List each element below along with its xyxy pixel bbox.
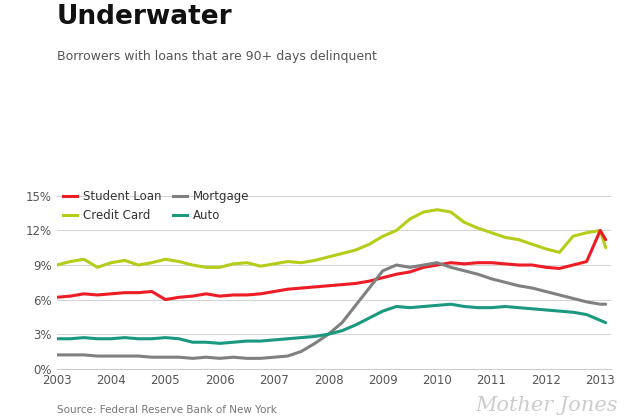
Text: Underwater: Underwater [57,4,232,30]
Text: Source: Federal Reserve Bank of New York: Source: Federal Reserve Bank of New York [57,405,277,415]
Legend: Student Loan, Credit Card, Mortgage, Auto: Student Loan, Credit Card, Mortgage, Aut… [62,190,249,222]
Text: Mother Jones: Mother Jones [475,396,617,415]
Text: Borrowers with loans that are 90+ days delinquent: Borrowers with loans that are 90+ days d… [57,50,377,63]
